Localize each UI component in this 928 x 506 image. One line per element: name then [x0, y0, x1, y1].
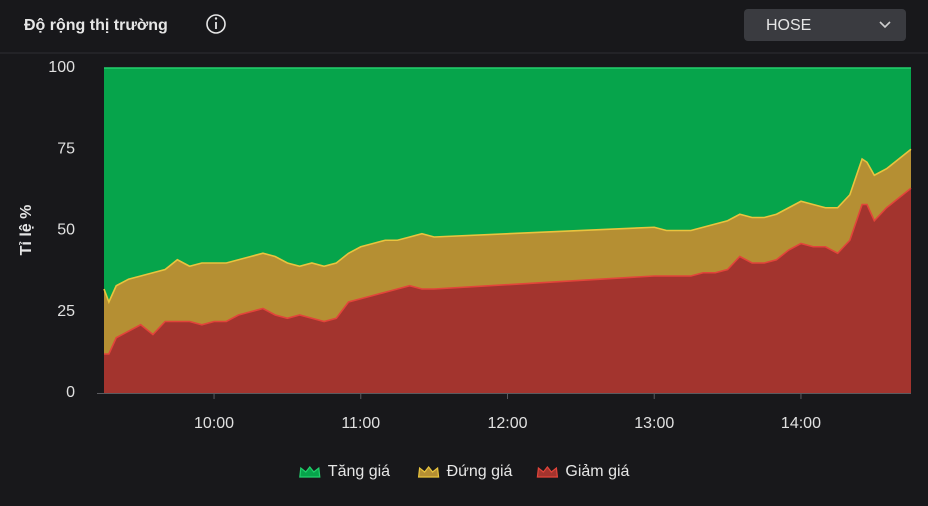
y-tick-label: 25 — [57, 303, 75, 320]
legend-icon — [417, 466, 440, 478]
plot: 0 25 50 75 100 10:00 11:00 12:00 13:00 14:00 Tăng … — [48, 59, 912, 480]
legend-item[interactable]: Giảm giá — [536, 463, 630, 480]
x-tick-label: 12:00 — [487, 415, 527, 432]
area — [104, 188, 911, 393]
legend-icon — [299, 466, 321, 478]
x-tick-label: 11:00 — [341, 415, 380, 432]
x-tick-label: 13:00 — [634, 415, 674, 432]
legend-icon — [536, 466, 559, 478]
y-tick-label: 100 — [48, 59, 75, 76]
exchange-dropdown[interactable]: HOSE — [744, 9, 906, 41]
y-axis-label: Tỉ lệ % — [18, 205, 35, 256]
y-tick-label: 0 — [66, 384, 75, 401]
info-icon[interactable] — [206, 14, 226, 34]
x-tick-label: 10:00 — [194, 415, 234, 432]
legend-label: Tăng giá — [328, 463, 390, 480]
legend-label: Giảm giá — [565, 463, 629, 480]
area — [104, 149, 911, 354]
legend-label: Đứng giá — [447, 463, 513, 480]
x-tick-label: 14:00 — [781, 415, 821, 432]
area — [104, 68, 911, 302]
y-tick-label: 50 — [57, 222, 75, 239]
area-edge — [103, 148, 912, 305]
area-edge — [104, 187, 912, 355]
widget-title: Độ rộng thị trường — [24, 17, 168, 34]
dropdown-value: HOSE — [766, 17, 811, 34]
legend-item[interactable]: Tăng giá — [299, 463, 390, 480]
y-tick-label: 75 — [57, 140, 75, 157]
legend-item[interactable]: Đứng giá — [417, 463, 513, 480]
